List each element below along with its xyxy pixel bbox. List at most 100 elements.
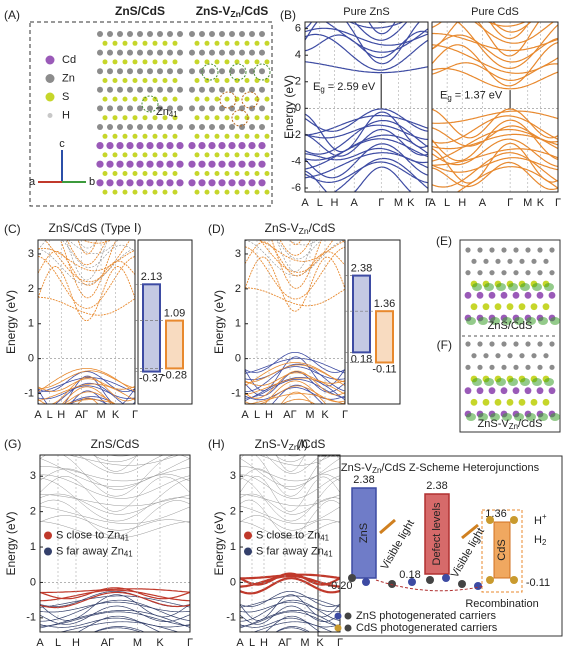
charge-density [526,413,536,421]
atom [234,40,240,46]
atom [214,189,220,195]
recombination-label: Recombination [465,598,538,610]
atom [501,247,507,253]
value-label: -0.28 [162,369,187,381]
band-line [240,590,340,607]
atom [156,160,164,168]
label-part: + [542,512,547,521]
band-line [38,378,135,392]
panel-title: ZnS/CdS [115,4,165,18]
x-tick-label: Γ [187,637,193,649]
atom [249,68,255,75]
x-tick-label: M [96,409,105,421]
atom [116,160,124,168]
charge-density [532,283,542,291]
band-line [38,368,135,392]
band-line [40,634,190,642]
carrier [510,576,518,584]
charge-density [538,317,548,325]
label-part: H [534,515,542,527]
band-line [113,631,120,632]
atom [513,247,519,253]
legend-swatch [45,55,55,65]
atom [477,247,483,253]
carrier [486,516,494,524]
band-line [59,621,180,632]
atom [147,49,153,56]
band-line [69,398,108,404]
atom [214,152,220,158]
atom [177,105,183,112]
atom [152,96,158,102]
charge-density [478,317,488,325]
atom [162,115,168,121]
atom [136,160,144,168]
label-part: Zn [509,422,518,431]
atom [531,353,537,359]
legend-label: H [62,109,70,121]
panel-label: (A) [4,8,20,22]
x-tick-label: A [351,197,359,209]
label-part: ZnS-V [196,4,231,18]
atom [471,258,477,264]
label-part: ZnS-V [341,462,373,474]
charge-density [484,283,494,291]
panel-title: ZnS-VZn/CdS Z-Scheme Heterojunctions [341,462,540,475]
band-edge-bar [352,274,371,354]
atom [146,142,154,150]
atom [172,96,178,102]
atom [122,78,128,83]
atom [132,40,138,46]
band-line [456,166,558,192]
legend-label: Cd [62,54,76,66]
atom [167,105,173,112]
atom [488,291,496,299]
band-line [40,591,190,609]
band-line [40,594,190,621]
atom [530,303,538,311]
atom [249,86,255,93]
atom [116,142,124,150]
y-tick-label: -6 [291,182,301,194]
atom [244,40,250,46]
band-line [240,601,340,613]
y-tick-label: 1 [230,541,236,553]
x-tick-label: M [523,197,532,209]
band-line [240,595,340,608]
atom [219,124,225,130]
vacancy-mark [229,63,247,81]
atom [107,68,113,75]
band-line [487,22,527,27]
charge-density [520,378,530,386]
atom [495,258,501,264]
axis-name: a [29,176,36,188]
atom [198,142,206,150]
atom [500,387,508,395]
atom [132,96,138,102]
atom [483,258,489,264]
atom [172,152,178,158]
species-label: H2 [534,534,546,547]
value-label: -0.11 [372,363,396,375]
atom [218,142,226,150]
band-line [305,22,420,65]
atom [137,31,143,37]
label-part: /CdS [241,4,268,18]
atom [259,31,265,37]
atom [477,270,483,276]
atom [102,78,108,83]
zns-band [351,487,377,579]
x-tick-label: M [305,409,314,421]
band-line [38,390,135,404]
atom [152,115,158,121]
axis-name: c [59,138,65,150]
atom [166,160,174,168]
atom [188,160,196,168]
charge-density [466,317,476,325]
x-tick-label: H [265,409,273,421]
atom [204,59,210,65]
band-line [432,161,558,190]
atom [219,68,225,75]
atom [122,96,128,102]
atom [542,398,550,406]
